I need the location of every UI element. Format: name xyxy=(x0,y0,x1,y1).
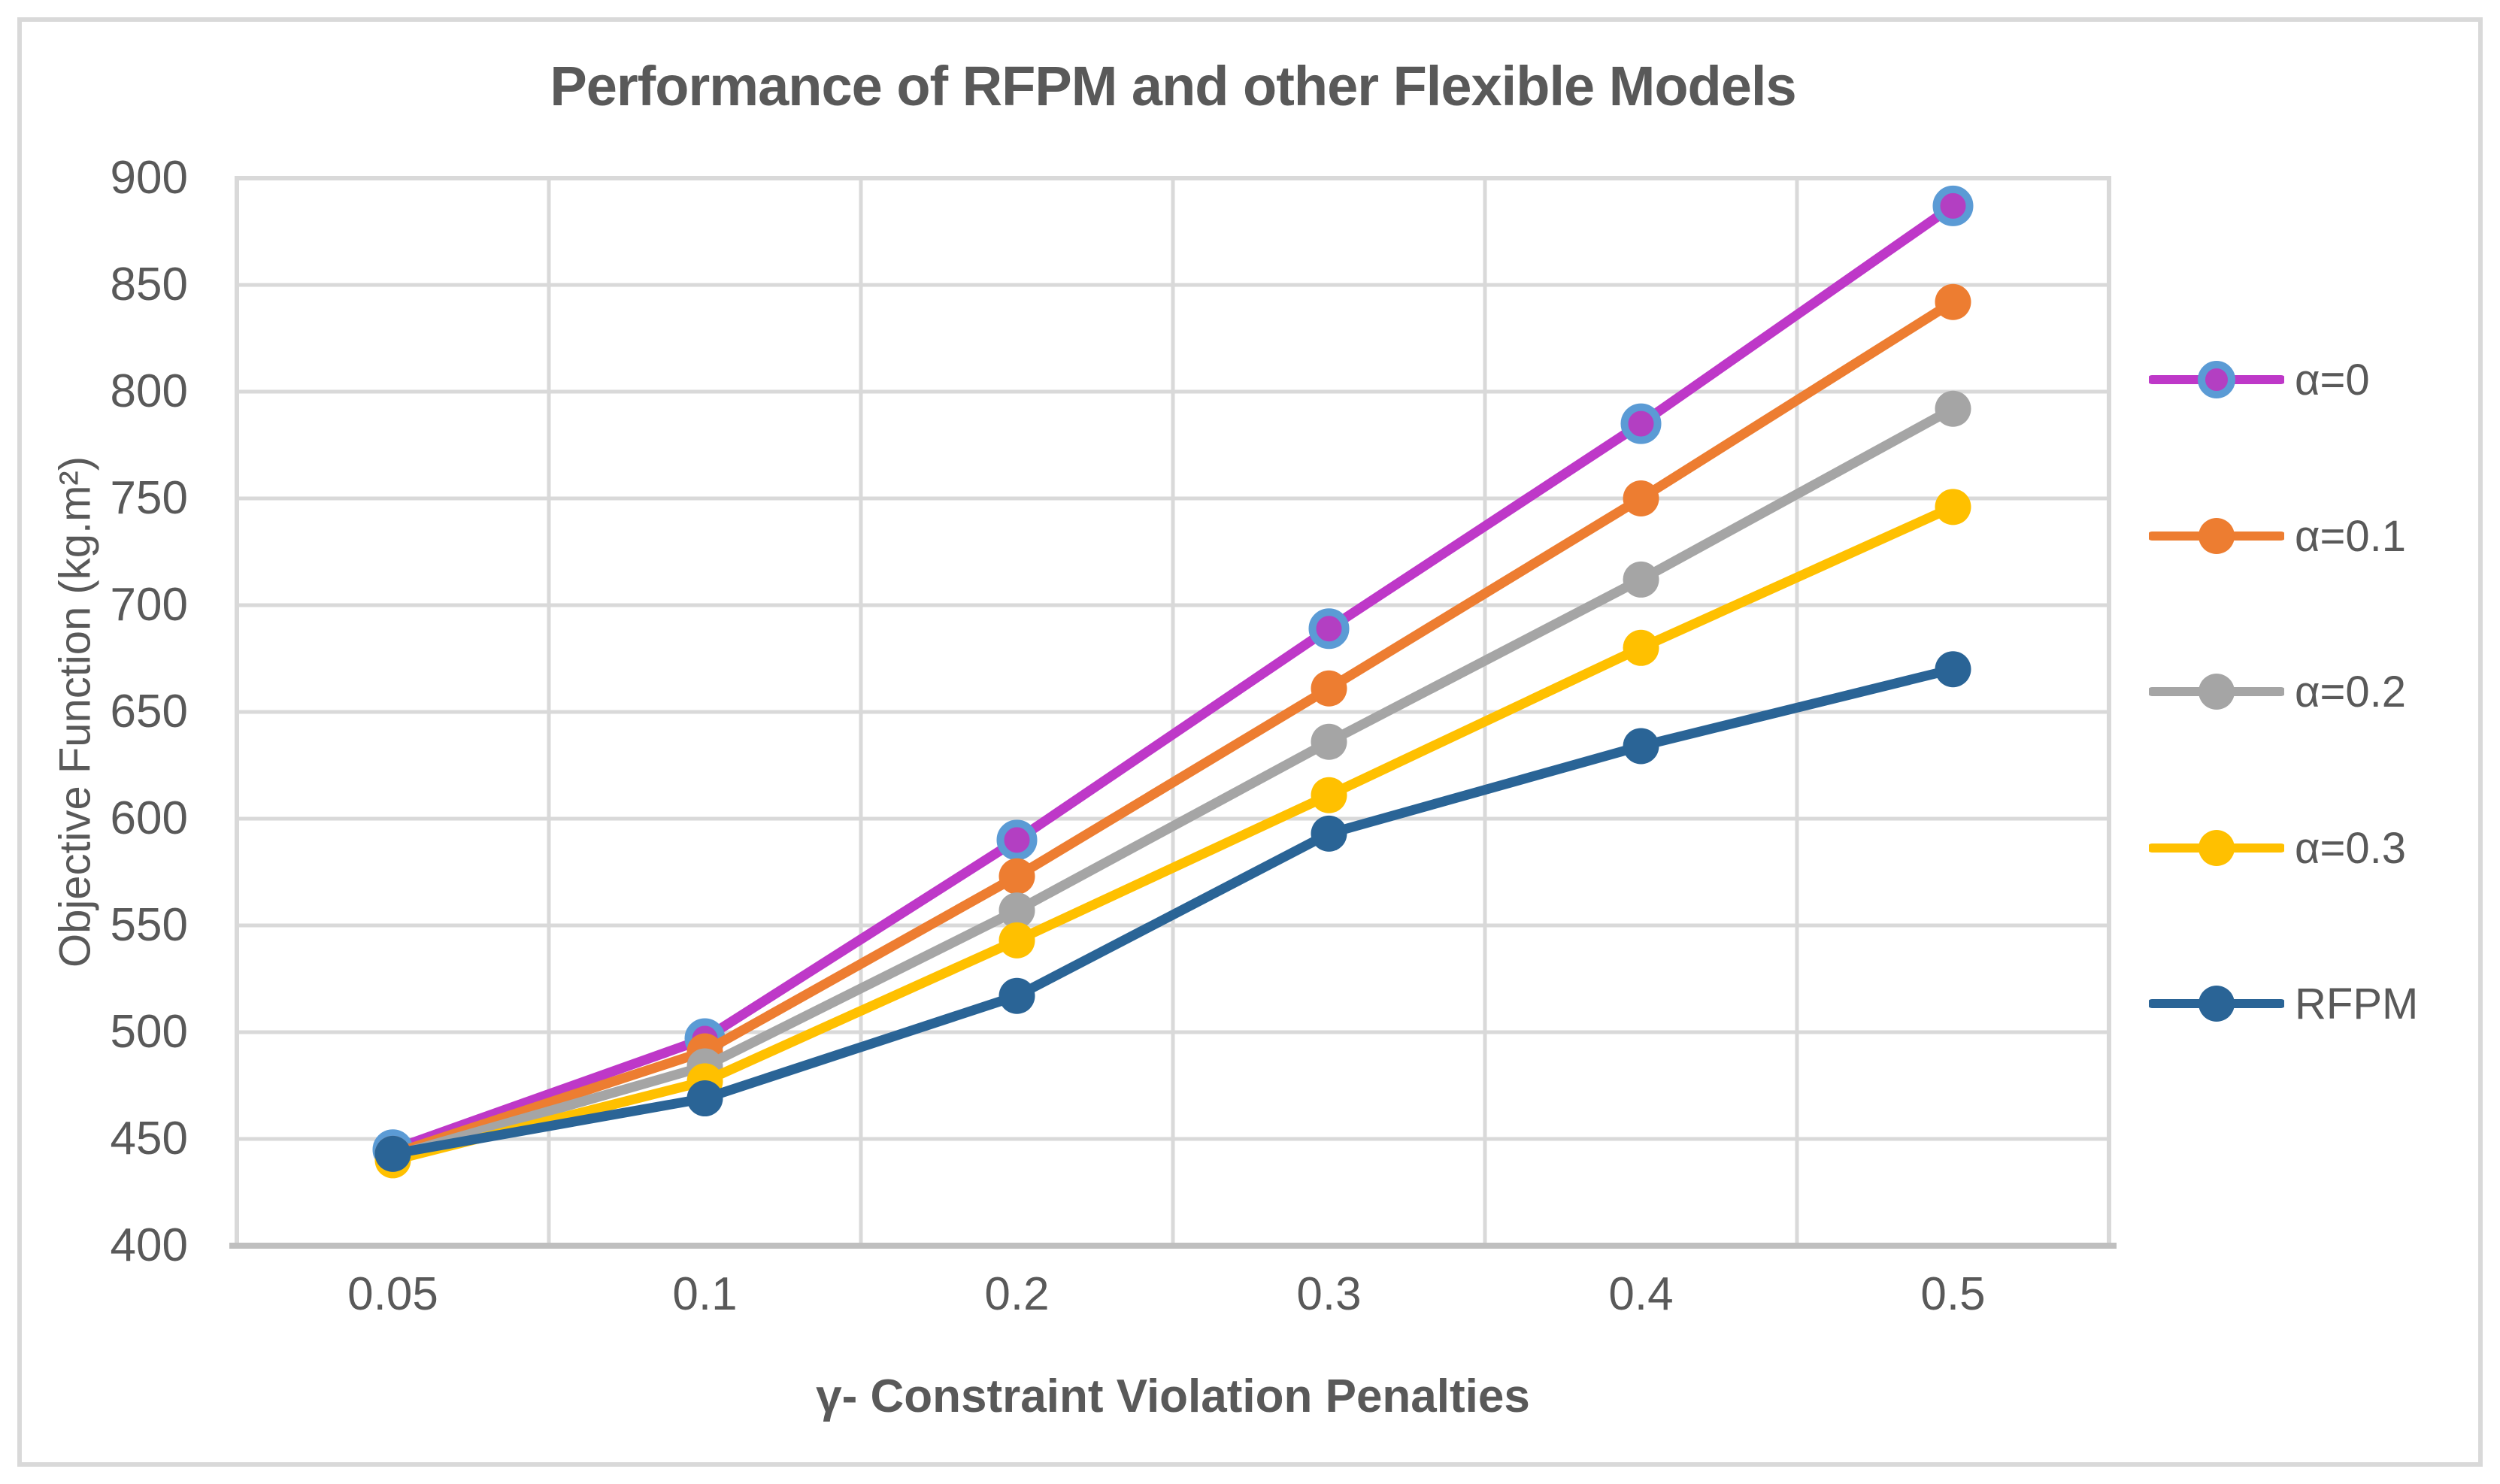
series-marker xyxy=(1935,651,1971,688)
series-marker xyxy=(1311,777,1347,813)
legend-entry-alpha-2: α=0.2 xyxy=(2149,660,2480,723)
series-line-alpha-1 xyxy=(388,297,1958,1159)
legend-line-marker-swatch xyxy=(2149,674,2284,710)
legend-label: α=0.3 xyxy=(2295,823,2407,873)
series-marker xyxy=(998,922,1035,959)
y-tick-label: 550 xyxy=(110,899,188,951)
series-marker xyxy=(996,819,1038,861)
legend-label: α=0.2 xyxy=(2295,667,2407,716)
x-tick-label: 0.4 xyxy=(1608,1268,1674,1320)
legend-label: α=0 xyxy=(2295,355,2370,404)
series-marker xyxy=(1623,629,1659,666)
series-marker xyxy=(374,1135,411,1172)
y-tick-label: 700 xyxy=(110,579,188,631)
y-tick-label: 750 xyxy=(110,472,188,524)
y-tick-label: 850 xyxy=(110,259,188,310)
legend-line-marker-swatch xyxy=(2149,830,2284,866)
legend-line-marker-swatch xyxy=(2149,518,2284,554)
series-marker xyxy=(686,1080,723,1117)
legend-entry-alpha-1: α=0.1 xyxy=(2149,504,2480,568)
series-marker xyxy=(1623,561,1659,598)
series-marker xyxy=(1311,815,1347,852)
legend-entry-alpha-0: α=0 xyxy=(2149,348,2480,411)
series-marker xyxy=(1932,185,1974,226)
y-tick-label: 800 xyxy=(110,365,188,417)
x-tick-label: 0.2 xyxy=(984,1268,1050,1320)
series-marker xyxy=(1311,723,1347,760)
legend-label: RFPM xyxy=(2295,979,2419,1028)
series-marker xyxy=(1623,480,1659,516)
series-marker xyxy=(1620,403,1662,444)
legend-line-marker-swatch xyxy=(2149,986,2284,1022)
chart-title: Performance of RFPM and other Flexible M… xyxy=(550,55,1796,117)
series-line-rfpm xyxy=(388,664,1958,1159)
series-marker xyxy=(1623,728,1659,765)
legend-entry-rfpm: RFPM xyxy=(2149,972,2480,1035)
x-tick-label: 0.5 xyxy=(1920,1268,1986,1320)
series-marker xyxy=(1308,608,1350,650)
series-marker xyxy=(998,892,1035,929)
y-tick-label: 650 xyxy=(110,686,188,737)
y-tick-label: 500 xyxy=(110,1006,188,1058)
legend-label: α=0.1 xyxy=(2295,511,2407,561)
series-marker xyxy=(1935,489,1971,525)
series-marker xyxy=(1935,283,1971,320)
x-tick-label: 0.05 xyxy=(347,1268,438,1320)
series-line-alpha-3 xyxy=(388,501,1958,1165)
legend-entry-alpha-3: α=0.3 xyxy=(2149,816,2480,880)
series-line-alpha-2 xyxy=(388,404,1958,1161)
series-marker xyxy=(998,858,1035,895)
series-marker xyxy=(998,977,1035,1014)
series-marker xyxy=(1311,670,1347,707)
x-tick-label: 0.3 xyxy=(1296,1268,1362,1320)
legend-line-marker-swatch xyxy=(2149,361,2284,398)
x-tick-label: 0.1 xyxy=(672,1268,738,1320)
y-tick-label: 600 xyxy=(110,792,188,844)
y-tick-label: 400 xyxy=(110,1219,188,1271)
y-tick-label: 450 xyxy=(110,1113,188,1164)
x-axis-title: γ- Constraint Violation Penalties xyxy=(816,1370,1530,1422)
series-marker xyxy=(1935,390,1971,427)
series-line-alpha-0 xyxy=(388,201,1958,1155)
y-tick-label: 900 xyxy=(110,152,188,204)
